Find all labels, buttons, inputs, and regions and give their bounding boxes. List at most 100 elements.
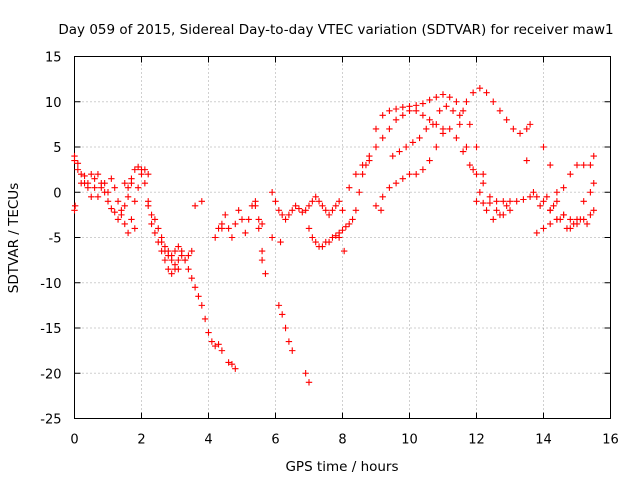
data-point [423, 125, 430, 133]
data-point [456, 121, 463, 128]
data-point [225, 225, 232, 232]
series-arc-05 [158, 234, 195, 264]
data-point [218, 347, 226, 354]
data-point [225, 359, 232, 366]
data-point [272, 198, 279, 205]
data-point [121, 180, 128, 187]
data-point [342, 223, 350, 230]
data-point [573, 216, 581, 223]
data-point [526, 193, 534, 200]
data-point [305, 225, 313, 232]
data-point [285, 338, 293, 345]
data-point [446, 125, 453, 133]
data-point [268, 234, 276, 241]
data-point [171, 247, 179, 255]
series-arc-08 [252, 202, 269, 277]
data-point [302, 207, 309, 214]
chart-title: Day 059 of 2015, Sidereal Day-to-day VTE… [58, 22, 613, 38]
data-point [356, 189, 363, 196]
data-point [590, 180, 597, 187]
data-point [319, 243, 326, 250]
data-point [453, 134, 460, 142]
data-point [486, 193, 494, 200]
data-point [252, 202, 259, 210]
data-point [399, 175, 406, 182]
data-point [88, 170, 95, 178]
x-tick-labels: 0 2 4 6 8 10 12 14 16 [70, 433, 618, 448]
data-point [493, 207, 500, 214]
data-point [315, 198, 323, 205]
data-point [436, 107, 443, 114]
data-point [295, 205, 303, 212]
data-point [530, 189, 537, 196]
data-point [392, 105, 400, 113]
data-point [275, 302, 283, 309]
y-axis-label: SDTVAR / TECUs [6, 183, 22, 293]
data-point [232, 220, 239, 228]
data-point [305, 379, 313, 386]
data-point [443, 103, 450, 110]
data-point [533, 229, 540, 237]
data-point [386, 107, 393, 114]
data-point [191, 202, 199, 210]
data-point [516, 130, 524, 137]
data-point [155, 225, 162, 232]
data-point [258, 220, 266, 228]
data-point [108, 175, 115, 182]
data-point [523, 157, 530, 164]
data-point [503, 116, 510, 124]
data-point [587, 189, 594, 196]
series-arc-15 [389, 103, 510, 223]
data-point [185, 252, 192, 259]
data-point [453, 98, 460, 105]
data-point [329, 234, 336, 241]
data-point [500, 198, 507, 205]
data-point [433, 143, 440, 151]
data-point [490, 216, 497, 223]
data-point [124, 229, 132, 237]
data-point [372, 202, 380, 210]
data-point [222, 211, 229, 219]
data-point [573, 161, 581, 169]
data-point [168, 270, 175, 277]
data-point [228, 234, 236, 241]
data-point [94, 193, 102, 200]
data-point [215, 341, 222, 348]
data-point [416, 134, 423, 142]
data-point [188, 275, 195, 282]
data-point [583, 220, 591, 228]
data-marks [71, 84, 597, 386]
data-point [463, 143, 470, 151]
data-point [171, 265, 179, 273]
data-point [359, 161, 366, 169]
series-arc-07 [225, 359, 239, 372]
series-arc-23 [71, 198, 385, 255]
data-point [480, 180, 487, 187]
data-point [275, 207, 283, 214]
data-point [305, 202, 313, 210]
data-point [359, 170, 366, 178]
data-point [587, 161, 594, 169]
data-point [580, 198, 587, 205]
data-point [74, 160, 82, 167]
data-point [379, 112, 386, 119]
data-point [536, 202, 544, 210]
data-point [402, 143, 410, 151]
x-tick-label: 8 [338, 433, 346, 448]
data-point [335, 234, 343, 241]
series-arc-17 [456, 84, 591, 232]
data-point [71, 202, 79, 210]
data-point [279, 311, 286, 318]
data-point [526, 121, 534, 128]
data-point [255, 216, 262, 223]
data-point [175, 243, 182, 250]
data-point [121, 220, 128, 228]
data-point [285, 211, 293, 219]
x-tick-label: 4 [204, 433, 212, 448]
data-point [242, 229, 249, 237]
series-arc-20 [540, 143, 597, 232]
data-point [332, 232, 339, 239]
data-point [155, 238, 162, 246]
axis-ticks [74, 56, 611, 419]
